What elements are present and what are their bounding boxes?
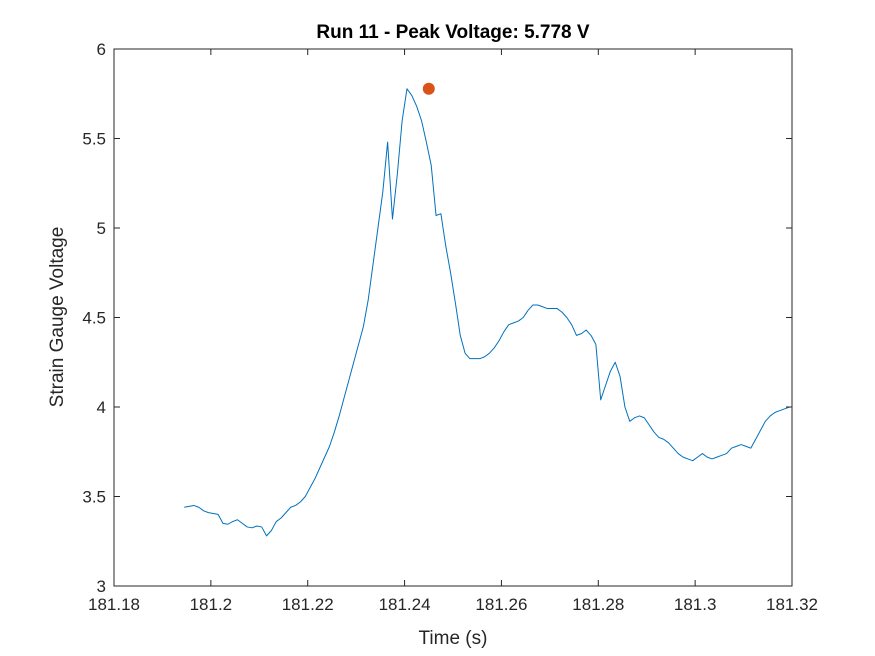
plot-area xyxy=(114,49,792,586)
x-tick-label: 181.22 xyxy=(282,595,334,614)
series-line-0 xyxy=(184,88,790,537)
x-tick-label: 181.24 xyxy=(379,595,431,614)
x-tick-label: 181.32 xyxy=(766,595,818,614)
x-tick-label: 181.2 xyxy=(190,595,233,614)
y-tick-label: 6 xyxy=(97,40,106,59)
y-axis-label: Strain Gauge Voltage xyxy=(47,227,68,408)
y-tick-label: 5.5 xyxy=(82,130,106,149)
x-tick-label: 181.3 xyxy=(674,595,717,614)
x-axis-label: Time (s) xyxy=(419,628,488,649)
y-tick-label: 3 xyxy=(97,577,106,596)
x-axis-ticks: 181.18 181.2 181.22 181.24 181.26 181.28 181.3… xyxy=(88,49,818,614)
peak-marker xyxy=(422,82,435,95)
x-tick-label: 181.26 xyxy=(475,595,527,614)
x-tick-label: 181.18 xyxy=(88,595,140,614)
y-tick-label: 5 xyxy=(97,219,106,238)
y-tick-label: 3.5 xyxy=(82,488,106,507)
peak-marker-layer xyxy=(422,82,435,95)
y-tick-label: 4 xyxy=(97,398,106,417)
x-tick-label: 181.28 xyxy=(572,595,624,614)
series-line-layer xyxy=(184,88,790,537)
y-tick-label: 4.5 xyxy=(82,309,106,328)
chart-title: Run 11 - Peak Voltage: 5.778 V xyxy=(316,22,589,43)
y-axis-ticks: 3 3.5 4 4.5 5 5.5 6 xyxy=(82,40,792,596)
